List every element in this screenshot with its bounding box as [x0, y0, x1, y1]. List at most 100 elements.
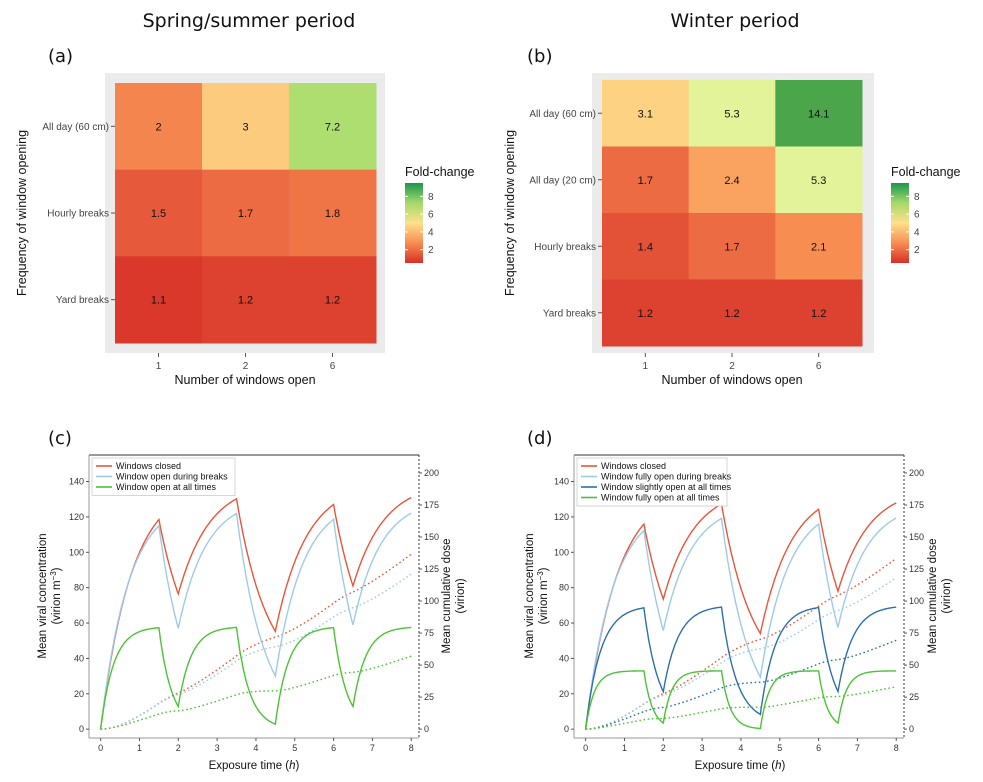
heatmap-cell [202, 169, 290, 257]
heatmap-cell [289, 169, 377, 257]
heatmap-cell-value: 1.7 [238, 208, 253, 220]
y2-tick-label: 25 [424, 692, 434, 702]
heatmap-cell [775, 279, 863, 347]
heatmap-cell [202, 83, 290, 171]
heatmap-cell-value: 3.1 [638, 108, 653, 120]
x-tick-label: 4 [738, 743, 743, 753]
y2-tick-label: 175 [424, 500, 439, 510]
x-tick-label: 1 [156, 361, 162, 372]
legend-tick-label: 6 [914, 210, 920, 221]
y-tick-label-hourly-breaks: Hourly breaks [534, 242, 596, 253]
y-tick-label: 100 [554, 547, 569, 557]
y-tick-label: 40 [559, 653, 569, 663]
x-tick-label: 6 [331, 743, 336, 753]
x-tick-label: 8 [894, 743, 899, 753]
legend-box [91, 457, 236, 496]
heatmap-a-legend-title: Fold-change [405, 165, 475, 179]
heatmap-cell-value: 1.4 [638, 241, 653, 253]
heatmap-cell [602, 80, 690, 147]
series-cumulative-dose-window-fully-open-during-breaks [585, 577, 897, 730]
series-concentration-window-open-during-breaks [99, 512, 412, 730]
line-c-ylabel-units: (virion m−3) [49, 567, 64, 624]
y2-tick-label: 0 [424, 724, 429, 734]
heatmap-cell-value: 1.2 [638, 308, 653, 320]
y-tick-label-hourly-breaks: Hourly breaks [47, 209, 109, 220]
heatmap-cell [115, 256, 203, 344]
y-tick-label: 20 [74, 689, 84, 699]
line-c-ylabel: Mean viral concentration [37, 533, 49, 658]
y2-tick-label: 75 [909, 628, 919, 638]
heatmap-cell [688, 279, 776, 347]
heatmap-cell-value: 1.2 [325, 295, 340, 307]
heatmap-cell-value: 2.1 [811, 241, 826, 253]
y2-tick-label: 75 [424, 628, 434, 638]
y-tick-label: 140 [554, 477, 569, 487]
legend-item-window-fully-open-during-breaks: Window fully open during breaks [601, 472, 732, 482]
y-tick-label: 60 [74, 618, 84, 628]
y2-tick-label: 100 [909, 596, 924, 606]
y2-tick-label: 175 [909, 500, 924, 510]
x-tick-label: 7 [855, 743, 860, 753]
line-d-ylabel: Mean viral concentration [524, 533, 536, 658]
legend-tick-label: 8 [428, 192, 434, 203]
series-cumulative-dose-window-slightly-open-at-all-times [585, 639, 897, 730]
y2-tick-label: 25 [909, 692, 919, 702]
legend-tick-label: 6 [428, 210, 434, 221]
y-tick-label: 0 [79, 724, 84, 734]
heatmap-cell-value: 1.1 [151, 295, 166, 307]
series-cumulative-dose-windows-closed [585, 557, 897, 730]
line-d-y2label-units: (virion) [941, 578, 953, 613]
series-concentration-window-fully-open-at-all-times [584, 670, 897, 730]
y2-tick-label: 50 [424, 660, 434, 670]
y-tick-label-all-day-60-cm: All day (60 cm) [42, 122, 109, 133]
heatmap-cell-value: 5.3 [724, 108, 739, 120]
heatmap-cell [775, 213, 863, 280]
line-c-y2label-units: (virion) [455, 578, 467, 613]
heatmap-a-legend-colorbar [405, 183, 423, 263]
heatmap-cell [602, 146, 690, 214]
heatmap-cell [602, 213, 690, 280]
y-tick-label: 120 [554, 512, 569, 522]
series-concentration-window-fully-open-during-breaks [584, 517, 897, 730]
x-tick-label: 1 [622, 743, 627, 753]
x-tick-label: 6 [816, 743, 821, 753]
x-tick-label: 5 [292, 743, 297, 753]
series-concentration-windows-closed [99, 496, 412, 730]
heatmap-a-xlabel: Number of windows open [174, 373, 315, 387]
y-tick-label: 140 [69, 477, 84, 487]
heatmap-cell [775, 146, 863, 214]
legend-item-window-open-at-all-times: Window open at all times [116, 482, 217, 492]
heatmap-cell [202, 256, 290, 344]
panel-letter-c: (c) [48, 428, 72, 449]
series-cumulative-dose-window-open-at-all-times [100, 655, 412, 730]
heatmap-cell [688, 80, 776, 147]
title-spring-summer: Spring/summer period [143, 10, 356, 32]
x-tick-label: 6 [816, 361, 822, 372]
heatmap-cell [289, 83, 377, 171]
y-tick-label-all-day-20-cm: All day (20 cm) [529, 175, 596, 186]
heatmap-cell [115, 169, 203, 257]
heatmap-b-ylabel: Frequency of window opening [503, 130, 517, 296]
x-tick-label: 6 [330, 361, 336, 372]
legend-tick-label: 4 [914, 227, 920, 238]
y-tick-label: 60 [559, 618, 569, 628]
x-tick-label: 2 [176, 743, 181, 753]
heatmap-cell [775, 80, 863, 147]
y-tick-label: 100 [69, 547, 84, 557]
x-tick-label: 2 [729, 361, 735, 372]
x-tick-label: 2 [661, 743, 666, 753]
y2-tick-label: 150 [909, 532, 924, 542]
line-c-xlabel: Exposure time (h) [209, 760, 300, 772]
legend-item-windows-closed: Windows closed [116, 461, 181, 471]
heatmap-cell-value: 2.4 [724, 175, 739, 187]
line-chart-panel-c: 0 1 2 3 4 5 6 7 80204060801001201400255075100125… [37, 454, 467, 772]
series-concentration-window-open-at-all-times [99, 626, 412, 730]
y-tick-label: 120 [69, 512, 84, 522]
x-tick-label: 0 [98, 743, 103, 753]
legend-tick-label: 2 [428, 245, 434, 256]
heatmap-panel-a: 2 3 7.2 1.5 1.7 1.8 1.1 1.2 1.2 All day (60 cm) H… [15, 73, 475, 387]
heatmap-cell [688, 213, 776, 280]
y2-tick-label: 125 [909, 564, 924, 574]
legend-item-windows-closed: Windows closed [601, 461, 666, 471]
